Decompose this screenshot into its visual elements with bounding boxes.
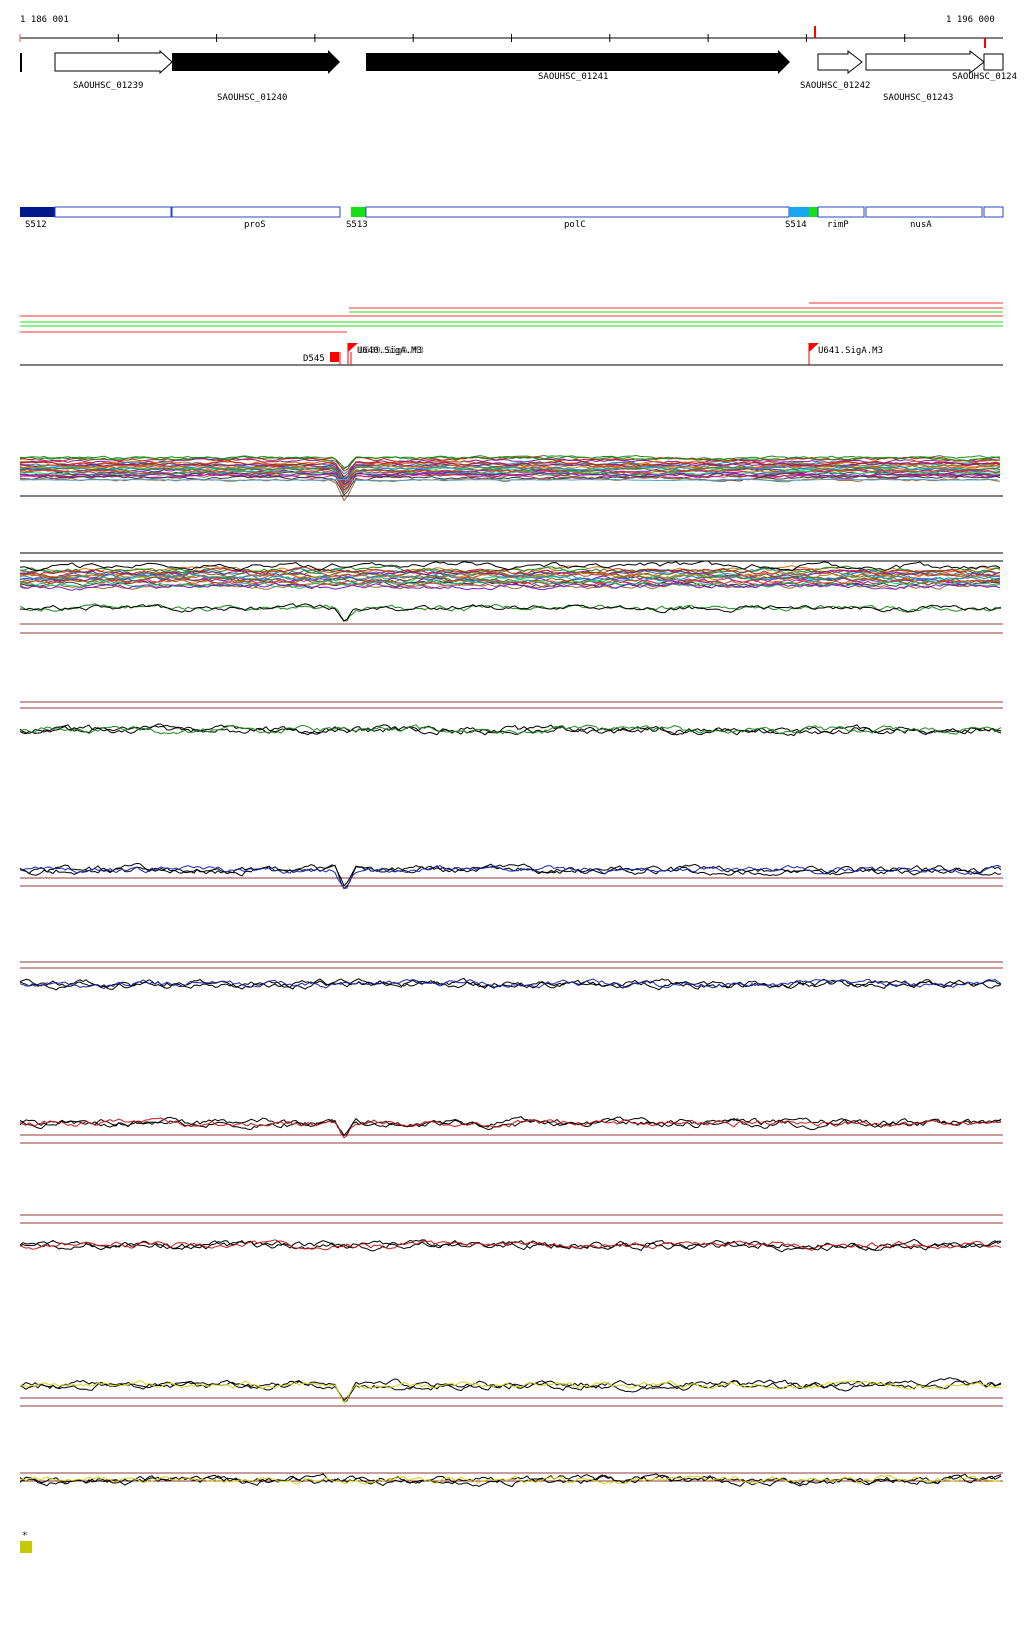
sample-line: [19, 466, 1001, 480]
sample-line: [19, 473, 1001, 491]
transcript-lines: [20, 302, 1003, 333]
segment-label-proS: proS: [244, 220, 266, 230]
sample-line: [19, 470, 1001, 492]
feature-label-U641: U641.SigA.M3: [818, 346, 883, 356]
sample-line: [19, 472, 1001, 494]
signal-line: [19, 862, 1002, 890]
sample-line: [19, 560, 1001, 572]
green-track: [19, 701, 1003, 737]
multi-sample-track-2: [19, 552, 1003, 634]
signal-line: [19, 1377, 1002, 1402]
signal-line: [19, 723, 1002, 737]
gene-arrow-01242[interactable]: [817, 49, 863, 75]
feature-D545-box[interactable]: [330, 352, 339, 362]
sample-line: [20, 603, 1001, 622]
segment-label-rimP: rimP: [827, 220, 849, 230]
gene-label-01239: SAOUHSC_01239: [73, 81, 143, 91]
sample-line: [19, 603, 1002, 622]
gene-label-01241: SAOUHSC_01241: [538, 72, 608, 82]
segment-label-polC: polC: [564, 220, 586, 230]
signal-line: [19, 1117, 1002, 1139]
gene-label-01240: SAOUHSC_01240: [217, 93, 287, 103]
signal-line: [19, 1239, 1002, 1251]
legend-swatch[interactable]: [20, 1541, 32, 1553]
legend-marker: *: [22, 1531, 27, 1541]
gene-arrow-01241[interactable]: [366, 50, 790, 74]
ruler-start-label: 1 186 001: [20, 15, 69, 25]
sample-line: [19, 569, 1001, 579]
sample-line: [19, 579, 1001, 590]
feature-label-D545: D545: [303, 354, 325, 364]
segment-polC[interactable]: [365, 206, 790, 218]
gene-arrow-01239[interactable]: [54, 49, 173, 75]
signal-line: [19, 1474, 1002, 1485]
multi-sample-track: [19, 454, 1003, 502]
gene-label-01243: SAOUHSC_01243: [883, 93, 953, 103]
segment-nusA[interactable]: [865, 206, 983, 218]
gene-arrow-01240[interactable]: [172, 50, 340, 74]
ruler-end-label: 1 196 000: [946, 15, 995, 25]
sample-line: [19, 457, 1001, 480]
blue-track-2: [19, 961, 1003, 991]
segment-S513[interactable]: [351, 207, 366, 217]
legend: *: [20, 1531, 32, 1553]
segment-rimP[interactable]: [817, 206, 865, 218]
gene-arrow-0124[interactable]: [983, 53, 1004, 71]
segment-S514[interactable]: [789, 207, 809, 217]
sample-line: [19, 478, 999, 482]
ruler-ticks: [117, 34, 906, 42]
gene-track: SAOUHSC_01239 SAOUHSC_01240 SAOUHSC_0124…: [20, 49, 1017, 103]
signal-line: [19, 1380, 1002, 1404]
signal-line: [19, 724, 1002, 735]
signal-line: [19, 864, 1002, 890]
segment-label-nusA: nusA: [910, 220, 932, 230]
coordinate-ruler: 1 186 001 1 196 000: [19, 15, 1003, 48]
signal-line: [19, 1116, 1002, 1136]
sample-line: [19, 455, 1001, 469]
gene-label-01242: SAOUHSC_01242: [800, 81, 870, 91]
signal-line: [19, 1379, 1002, 1404]
sample-line: [19, 474, 1001, 497]
signal-line: [19, 1116, 1002, 1136]
gene-arrow-01243[interactable]: [865, 49, 985, 75]
signal-tracks: [19, 454, 1003, 1488]
segment-label-S514: S514: [785, 220, 807, 230]
signal-line: [19, 1474, 1002, 1488]
gene-label-0124: SAOUHSC_0124: [952, 72, 1017, 82]
segment-label-S513: S513: [346, 220, 368, 230]
sample-line: [19, 582, 1001, 591]
sample-line: [19, 578, 1001, 588]
yellow-track-2: [19, 1472, 1003, 1488]
feature-flag-U641[interactable]: [809, 343, 819, 352]
sample-line: [19, 574, 1001, 585]
segment-tail[interactable]: [983, 206, 1004, 218]
feature-label-U640: U640.SigA.M3: [357, 346, 422, 356]
sample-line: [19, 468, 1001, 489]
signal-line: [19, 864, 1002, 887]
feature-flag-U640[interactable]: [348, 343, 358, 352]
signal-line: [19, 1238, 1002, 1251]
feature-label-U639: U639.SigA.M3: [359, 346, 424, 356]
red-track-2: [19, 1214, 1003, 1253]
segment-S512[interactable]: [20, 207, 55, 217]
sample-line: [19, 454, 1001, 470]
segment-track: S512 proS S513 polC S514 rimP nusA: [20, 206, 1004, 230]
segment-label-S512: S512: [25, 220, 47, 230]
red-track-1: [19, 1116, 1003, 1144]
feature-track: D545 U640.SigA.M3 U639.SigA.M3 U641.SigA…: [20, 343, 1003, 366]
segment-proS[interactable]: [171, 206, 341, 218]
segment-rimP-start[interactable]: [809, 207, 818, 217]
sample-line: [19, 466, 1001, 490]
segment-block[interactable]: [54, 206, 172, 218]
gene-arrow-partial[interactable]: [20, 53, 22, 72]
blue-track-1: [19, 862, 1003, 890]
sample-line: [19, 571, 1001, 581]
signal-line: [19, 978, 1002, 990]
yellow-track-1: [19, 1377, 1003, 1407]
